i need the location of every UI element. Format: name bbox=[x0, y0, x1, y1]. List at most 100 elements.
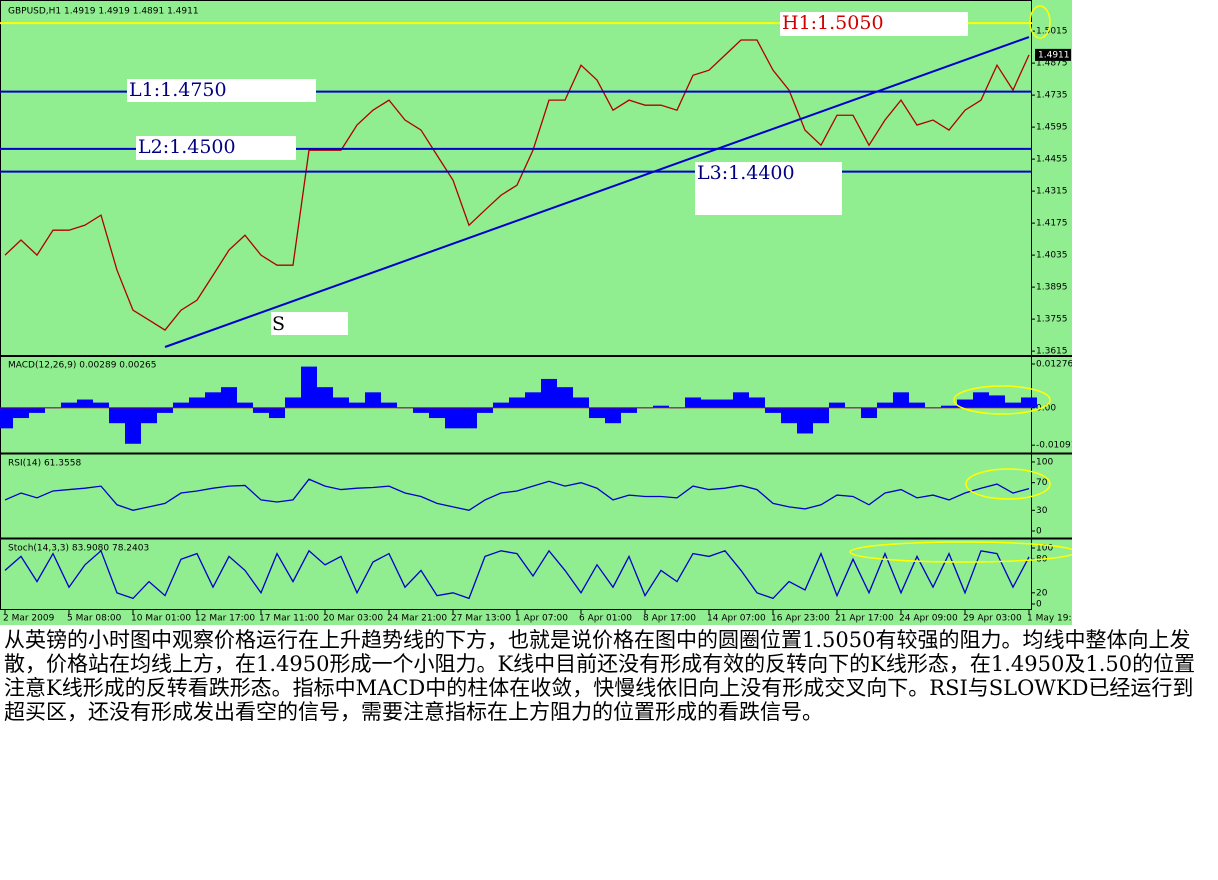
histogram-bar bbox=[989, 395, 1005, 408]
histogram-bar bbox=[909, 402, 925, 408]
histogram-bar bbox=[253, 407, 269, 413]
x-tick-label: 27 Mar 13:00 bbox=[451, 614, 511, 624]
x-tick-label: 1 May 19:00 bbox=[1027, 614, 1072, 624]
panel-title: Stoch(14,3,3) 83.9080 78.2403 bbox=[8, 544, 149, 554]
x-tick-label: 12 Mar 17:00 bbox=[195, 614, 255, 624]
price-box-label: 1.4911 bbox=[1038, 50, 1070, 60]
label-box bbox=[271, 312, 348, 335]
histogram-bar bbox=[541, 378, 557, 408]
histogram-bar bbox=[189, 397, 205, 408]
price-line bbox=[4, 478, 1030, 511]
histogram-bar bbox=[317, 387, 333, 408]
histogram-bar bbox=[93, 402, 109, 408]
histogram-bar bbox=[813, 407, 829, 424]
y-tick-label: 0 bbox=[1036, 600, 1042, 610]
y-tick-label: 30 bbox=[1036, 506, 1048, 516]
histogram-bar bbox=[0, 407, 13, 429]
histogram-bar bbox=[605, 407, 621, 424]
level-label: L1:1.4750 bbox=[129, 79, 227, 101]
y-tick-label: 1.5015 bbox=[1036, 27, 1068, 37]
histogram-bar bbox=[509, 397, 525, 408]
histogram-bar bbox=[173, 402, 189, 408]
histogram-bar bbox=[269, 407, 285, 419]
y-tick-label: 20 bbox=[1036, 588, 1048, 598]
histogram-bar bbox=[829, 402, 845, 408]
y-tick-label: 1.4315 bbox=[1036, 187, 1068, 197]
x-tick-label: 6 Apr 01:00 bbox=[579, 614, 632, 624]
x-tick-label: 8 Apr 17:00 bbox=[643, 614, 696, 624]
panel-title: RSI(14) 61.3558 bbox=[8, 459, 81, 469]
x-tick-label: 14 Apr 07:00 bbox=[707, 614, 766, 624]
label-box bbox=[695, 162, 842, 215]
histogram-bar bbox=[957, 399, 973, 408]
y-tick-label: 0 bbox=[1036, 526, 1042, 536]
level-label: L3:1.4400 bbox=[697, 162, 795, 184]
histogram-bar bbox=[461, 407, 477, 429]
highlight-circle bbox=[965, 468, 1051, 500]
histogram-bar bbox=[797, 407, 813, 434]
histogram-bar bbox=[1005, 402, 1021, 408]
x-tick-label: 20 Mar 03:00 bbox=[323, 614, 383, 624]
label-box bbox=[780, 12, 968, 36]
highlight-circle bbox=[849, 541, 1072, 563]
histogram-bar bbox=[13, 407, 29, 419]
x-tick-label: 24 Apr 09:00 bbox=[899, 614, 958, 624]
histogram-bar bbox=[429, 407, 445, 419]
panel-title: GBPUSD,H1 1.4919 1.4919 1.4891 1.4911 bbox=[8, 7, 199, 17]
analysis-text: 从英镑的小时图中观察价格运行在上升趋势线的下方，也就是说价格在图中的圆圈位置1.… bbox=[4, 628, 1196, 724]
histogram-bar bbox=[285, 397, 301, 408]
histogram-bar bbox=[125, 407, 141, 444]
histogram-bar bbox=[381, 402, 397, 408]
histogram-bar bbox=[557, 387, 573, 408]
y-tick-label: 1.3615 bbox=[1036, 347, 1068, 357]
histogram-bar bbox=[493, 402, 509, 408]
price-line bbox=[4, 549, 1030, 600]
x-tick-label: 1 Apr 07:00 bbox=[515, 614, 568, 624]
highlight-circle bbox=[1029, 5, 1051, 39]
plot-frame bbox=[0, 0, 1032, 610]
histogram-bar bbox=[765, 407, 781, 413]
y-tick-label: -0.01091 bbox=[1036, 441, 1072, 451]
y-tick-label: 1.3755 bbox=[1036, 315, 1068, 325]
histogram-bar bbox=[733, 392, 749, 408]
histogram-bar bbox=[141, 407, 157, 424]
histogram-bar bbox=[77, 399, 93, 408]
y-tick-label: 100 bbox=[1036, 544, 1053, 554]
y-tick-label: 70 bbox=[1036, 478, 1048, 488]
y-tick-label: 100 bbox=[1036, 457, 1053, 467]
histogram-bar bbox=[941, 405, 957, 408]
y-tick-label: 1.4455 bbox=[1036, 155, 1068, 165]
histogram-bar bbox=[589, 407, 605, 419]
histogram-bar bbox=[621, 407, 637, 413]
y-tick-label: 1.4735 bbox=[1036, 91, 1068, 101]
histogram-bar bbox=[653, 405, 669, 408]
histogram-bar bbox=[109, 407, 125, 424]
y-tick-label: 0.01276 bbox=[1036, 359, 1072, 369]
histogram-bar bbox=[573, 397, 589, 408]
y-tick-label: 1.3895 bbox=[1036, 283, 1068, 293]
x-tick-label: 29 Apr 03:00 bbox=[963, 614, 1022, 624]
histogram-bar bbox=[973, 392, 989, 408]
x-tick-label: 2 Mar 2009 bbox=[3, 614, 55, 624]
histogram-bar bbox=[477, 407, 493, 413]
histogram-bar bbox=[1021, 397, 1037, 408]
histogram-bar bbox=[205, 392, 221, 408]
chart: GBPUSD,H1 1.4919 1.4919 1.4891 1.4911 1.3… bbox=[0, 0, 1072, 625]
level-label: H1:1.5050 bbox=[782, 12, 884, 34]
histogram-bar bbox=[749, 397, 765, 408]
histogram-bar bbox=[157, 407, 173, 413]
histogram-bar bbox=[61, 402, 77, 408]
y-tick-label: 0.00 bbox=[1036, 403, 1056, 413]
histogram-bar bbox=[861, 407, 877, 419]
histogram-bar bbox=[333, 397, 349, 408]
x-tick-label: 10 Mar 01:00 bbox=[131, 614, 191, 624]
histogram-bar bbox=[365, 392, 381, 408]
x-tick-label: 16 Apr 23:00 bbox=[771, 614, 830, 624]
histogram-bar bbox=[701, 399, 717, 408]
trend-line bbox=[164, 36, 1030, 348]
panel-title: MACD(12,26,9) 0.00289 0.00265 bbox=[8, 361, 157, 371]
y-tick-label: 1.4595 bbox=[1036, 123, 1068, 133]
level-label: L2:1.4500 bbox=[138, 136, 236, 158]
histogram-bar bbox=[781, 407, 797, 424]
